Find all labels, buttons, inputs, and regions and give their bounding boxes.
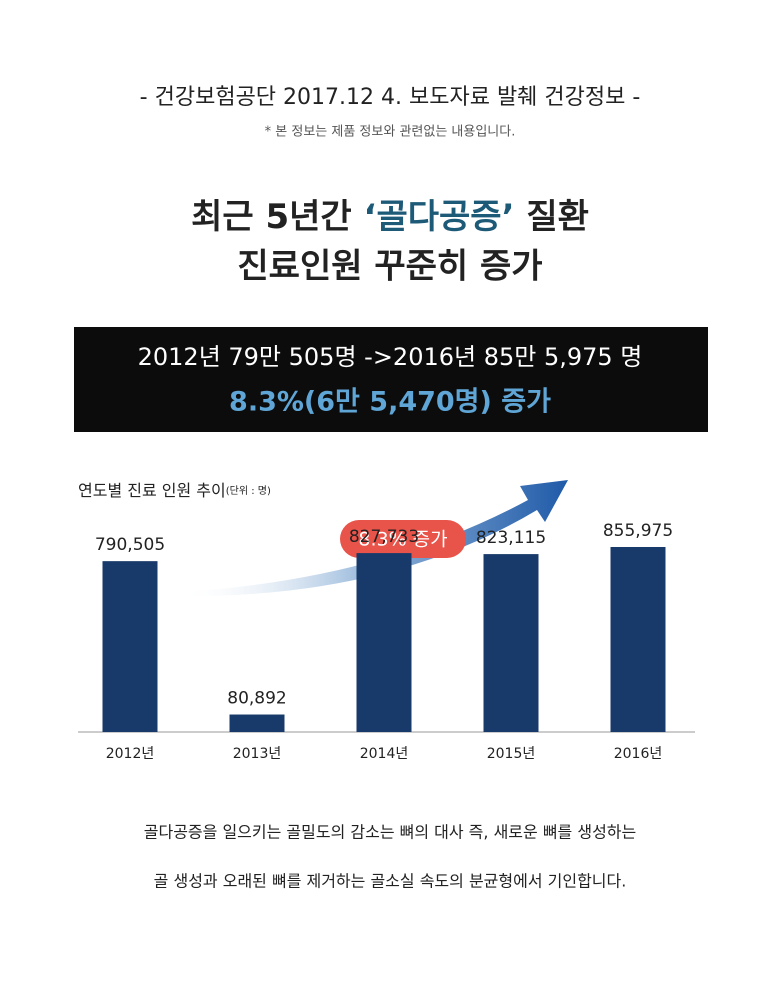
value-label: 855,975 <box>603 521 673 541</box>
bar <box>229 714 285 732</box>
bar <box>102 561 158 732</box>
x-tick-label: 2014년 <box>360 746 409 762</box>
header-title: - 건강보험공단 2017.12 4. 보도자료 발췌 건강정보 - <box>140 85 641 110</box>
annotation-badge <box>340 520 466 558</box>
footer-line2: 골 생성과 오래된 뼈를 제거하는 골소실 속도의 분균형에서 기인합니다. <box>154 872 627 891</box>
summary-line2: 8.3%(6만 5,470명) 증가 <box>229 387 551 418</box>
bar <box>356 553 412 732</box>
headline-highlight: ‘골다공증’ <box>364 197 515 237</box>
header-note: * 본 정보는 제품 정보와 관련없는 내용입니다. <box>265 125 516 140</box>
x-tick-label: 2016년 <box>614 746 663 762</box>
annotation: 8.3% 증가 <box>358 529 447 551</box>
value-label: 823,115 <box>476 528 546 548</box>
headline-part: 질환 <box>515 197 589 237</box>
bar <box>610 547 666 732</box>
value-label: 790,505 <box>95 535 165 555</box>
chart-title: 연도별 진료 인원 추이(단위 : 명) <box>78 481 271 500</box>
chart-title-text: 연도별 진료 인원 추이 <box>78 481 226 500</box>
x-tick-label: 2013년 <box>233 746 282 762</box>
headline-line2: 진료인원 꾸준히 증가 <box>237 247 542 287</box>
chart-unit: (단위 : 명) <box>226 484 271 497</box>
headline-part: 최근 5년간 <box>191 197 363 237</box>
footer-line1: 골다공증을 일으키는 골밀도의 감소는 뼈의 대사 즉, 새로운 뼈를 생성하는 <box>144 823 636 842</box>
value-label: 827,733 <box>349 527 419 547</box>
x-tick-label: 2015년 <box>487 746 536 762</box>
headline-line1: 최근 5년간 ‘골다공증’ 질환 <box>191 197 589 237</box>
x-tick-label: 2012년 <box>106 746 155 762</box>
summary-box <box>74 327 708 432</box>
value-label: 80,892 <box>227 689 286 709</box>
summary-line1: 2012년 79만 505명 ->2016년 85만 5,975 명 <box>138 343 643 371</box>
bar <box>483 554 539 732</box>
